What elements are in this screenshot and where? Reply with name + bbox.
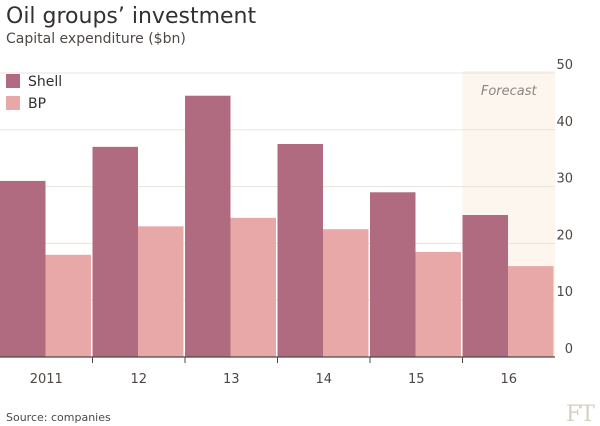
x-tick-label: 13	[223, 372, 240, 387]
bar-bp-13	[230, 217, 276, 357]
source-note: Source: companies	[6, 411, 111, 424]
bar-shell-15	[370, 192, 416, 357]
bar-bp-14	[323, 229, 369, 357]
bar-shell-13	[185, 95, 231, 357]
y-tick-label: 40	[556, 115, 573, 130]
x-tick-label: 2011	[30, 372, 63, 387]
bar-shell-2011	[0, 180, 46, 357]
y-tick-label: 0	[565, 342, 573, 357]
legend-swatch-shell	[6, 74, 20, 88]
y-tick-label: 30	[556, 172, 573, 187]
bar-bp-12	[138, 226, 184, 357]
y-tick-label: 20	[556, 228, 573, 243]
x-tick-label: 14	[315, 372, 332, 387]
bar-shell-16	[462, 215, 508, 357]
bar-bp-16	[508, 266, 554, 357]
x-tick-label: 12	[130, 372, 147, 387]
bar-shell-14	[277, 144, 323, 357]
x-tick-label: 16	[500, 372, 517, 387]
x-tick-label: 15	[408, 372, 425, 387]
ft-logo: FT	[566, 402, 595, 426]
bar-bp-2011	[45, 254, 91, 357]
bar-shell-12	[92, 146, 138, 357]
chart-title: Oil groups’ investment	[6, 4, 256, 29]
y-tick-label: 50	[556, 58, 573, 73]
legend-label-shell: Shell	[28, 74, 62, 90]
bar-bp-15	[415, 251, 461, 357]
legend-swatch-bp	[6, 96, 20, 110]
forecast-label: Forecast	[481, 84, 538, 99]
chart-subtitle: Capital expenditure ($bn)	[6, 31, 186, 47]
y-tick-label: 10	[556, 285, 573, 300]
legend-label-bp: BP	[28, 96, 46, 112]
